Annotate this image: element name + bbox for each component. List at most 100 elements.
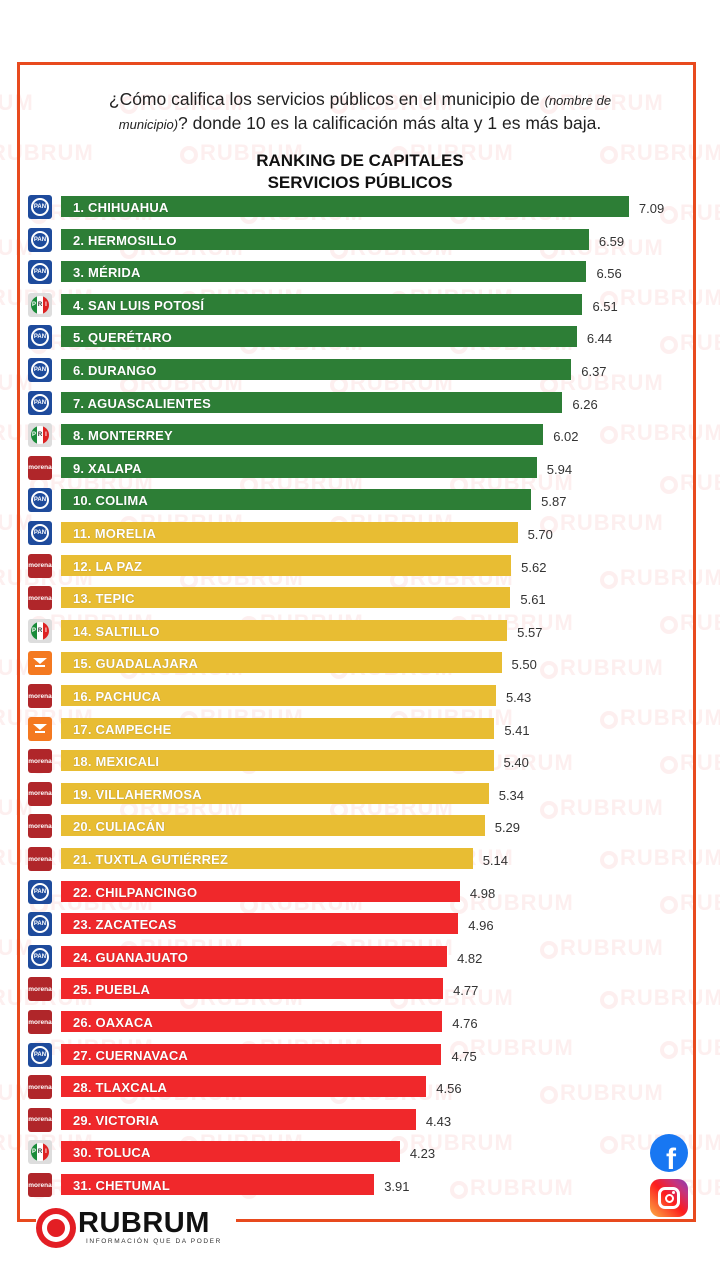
bar — [61, 1011, 443, 1032]
bar — [61, 359, 572, 380]
category-label: 4. SAN LUIS POTOSÍ — [73, 297, 205, 313]
bar — [61, 978, 444, 1000]
value-label: 3.91 — [384, 1179, 410, 1194]
category-label: 17. CAMPECHE — [73, 721, 172, 737]
value-label: 5.34 — [498, 787, 525, 803]
bar — [61, 228, 589, 250]
morena-logo-icon: morena — [28, 977, 52, 1002]
chart-title-line-1: RANKING DE CAPITALES — [256, 151, 464, 170]
value-label: 6.37 — [581, 364, 607, 379]
category-label: 3. MÉRIDA — [73, 265, 141, 281]
value-label: 5.29 — [494, 820, 521, 836]
brand-name: RUBRUM — [78, 1207, 210, 1239]
value-label: 5.14 — [482, 853, 509, 868]
bar — [61, 685, 496, 706]
bar — [61, 750, 494, 772]
category-label: 16. PACHUCA — [73, 689, 161, 704]
brand-tagline: INFORMACIÓN QUE DA PODER — [86, 1238, 222, 1245]
value-label: 5.61 — [520, 592, 546, 608]
bar — [61, 717, 495, 739]
category-label: 8. MONTERREY — [73, 428, 173, 444]
pan-logo-icon: PAN — [28, 390, 52, 415]
category-label: 30. TOLUCA — [73, 1145, 151, 1161]
category-label: 7. AGUASCALIENTES — [73, 395, 211, 411]
value-label: 4.82 — [457, 950, 483, 966]
morena-logo-icon: morena — [28, 781, 52, 806]
rubrum-brand-logo: RUBRUM INFORMACIÓN QUE DA PODER — [36, 1203, 236, 1253]
morena-logo-icon: morena — [28, 1075, 52, 1100]
value-label: 5.40 — [503, 755, 529, 771]
value-label: 5.50 — [511, 657, 537, 673]
instagram-icon[interactable] — [650, 1179, 688, 1217]
value-label: 6.02 — [553, 429, 579, 445]
value-label: 6.59 — [598, 233, 625, 249]
chart-title-line-2: SERVICIOS PÚBLICOS — [267, 173, 453, 192]
value-label: 5.87 — [541, 494, 567, 510]
bar — [61, 293, 583, 315]
value-label: 4.98 — [469, 885, 496, 901]
pan-logo-icon: PAN — [28, 488, 52, 513]
bar — [61, 261, 587, 283]
category-label: 5. QUERÉTARO — [73, 330, 172, 346]
category-label: 18. MEXICALI — [73, 754, 160, 770]
morena-logo-icon: morena — [28, 553, 52, 578]
category-label: 6. DURANGO — [73, 363, 157, 378]
bar — [61, 1043, 442, 1065]
bar — [61, 326, 577, 348]
category-label: 24. GUANAJUATO — [73, 949, 189, 965]
value-label: 6.56 — [596, 266, 622, 282]
category-label: 13. TEPIC — [73, 591, 135, 607]
bar — [61, 815, 485, 837]
value-label: 4.96 — [468, 918, 494, 934]
category-label: 12. LA PAZ — [73, 558, 143, 574]
bar — [61, 782, 489, 804]
pan-logo-icon: PAN — [28, 521, 52, 545]
category-label: 28. TLAXCALA — [73, 1080, 168, 1096]
value-label: 6.51 — [592, 298, 618, 314]
morena-logo-icon: morena — [28, 1173, 52, 1197]
bar — [61, 1108, 416, 1130]
bar — [61, 619, 508, 641]
pan-logo-icon: PAN — [28, 879, 52, 904]
category-label: 25. PUEBLA — [73, 982, 151, 998]
pan-logo-icon: PAN — [28, 944, 52, 969]
morena-logo-icon: morena — [28, 847, 52, 871]
facebook-icon[interactable]: f — [650, 1134, 688, 1172]
value-label: 5.62 — [521, 559, 547, 575]
category-label: 22. CHILPANCINGO — [73, 884, 198, 900]
bar — [61, 880, 460, 902]
chart-title: RANKING DE CAPITALES SERVICIOS PÚBLICOS — [160, 150, 560, 194]
value-label: 6.26 — [572, 396, 598, 412]
value-label: 4.56 — [436, 1081, 462, 1097]
value-label: 6.44 — [586, 331, 613, 347]
category-label: 15. GUADALAJARA — [73, 656, 199, 672]
value-label: 5.57 — [517, 624, 543, 640]
category-label: 27. CUERNAVACA — [73, 1047, 189, 1063]
category-label: 11. MORELIA — [73, 526, 157, 541]
category-label: 14. SALTILLO — [73, 623, 160, 639]
pan-logo-icon: PAN — [28, 325, 52, 350]
category-label: 29. VICTORIA — [73, 1112, 159, 1128]
content-frame — [17, 62, 696, 1222]
category-label: 10. COLIMA — [73, 493, 148, 509]
value-label: 4.23 — [409, 1146, 436, 1162]
survey-question: ¿Cómo califica los servicios públicos en… — [40, 88, 680, 136]
morena-logo-icon: morena — [28, 455, 52, 480]
value-label: 4.43 — [425, 1113, 452, 1129]
movimiento-ciudadano-logo-icon — [28, 716, 52, 741]
bar — [61, 522, 518, 543]
morena-logo-icon: morena — [28, 814, 52, 839]
question-text-2: ? donde 10 es la calificación más alta y… — [178, 113, 602, 133]
value-label: 5.94 — [546, 461, 573, 477]
bar — [61, 587, 511, 609]
bar — [61, 196, 629, 217]
rubrum-target-icon — [36, 1208, 76, 1248]
category-label: 21. TUXTLA GUTIÉRREZ — [73, 852, 229, 867]
bar — [61, 945, 448, 967]
bar — [61, 424, 544, 446]
morena-logo-icon: morena — [28, 1107, 52, 1132]
category-label: 26. OAXACA — [73, 1015, 154, 1030]
